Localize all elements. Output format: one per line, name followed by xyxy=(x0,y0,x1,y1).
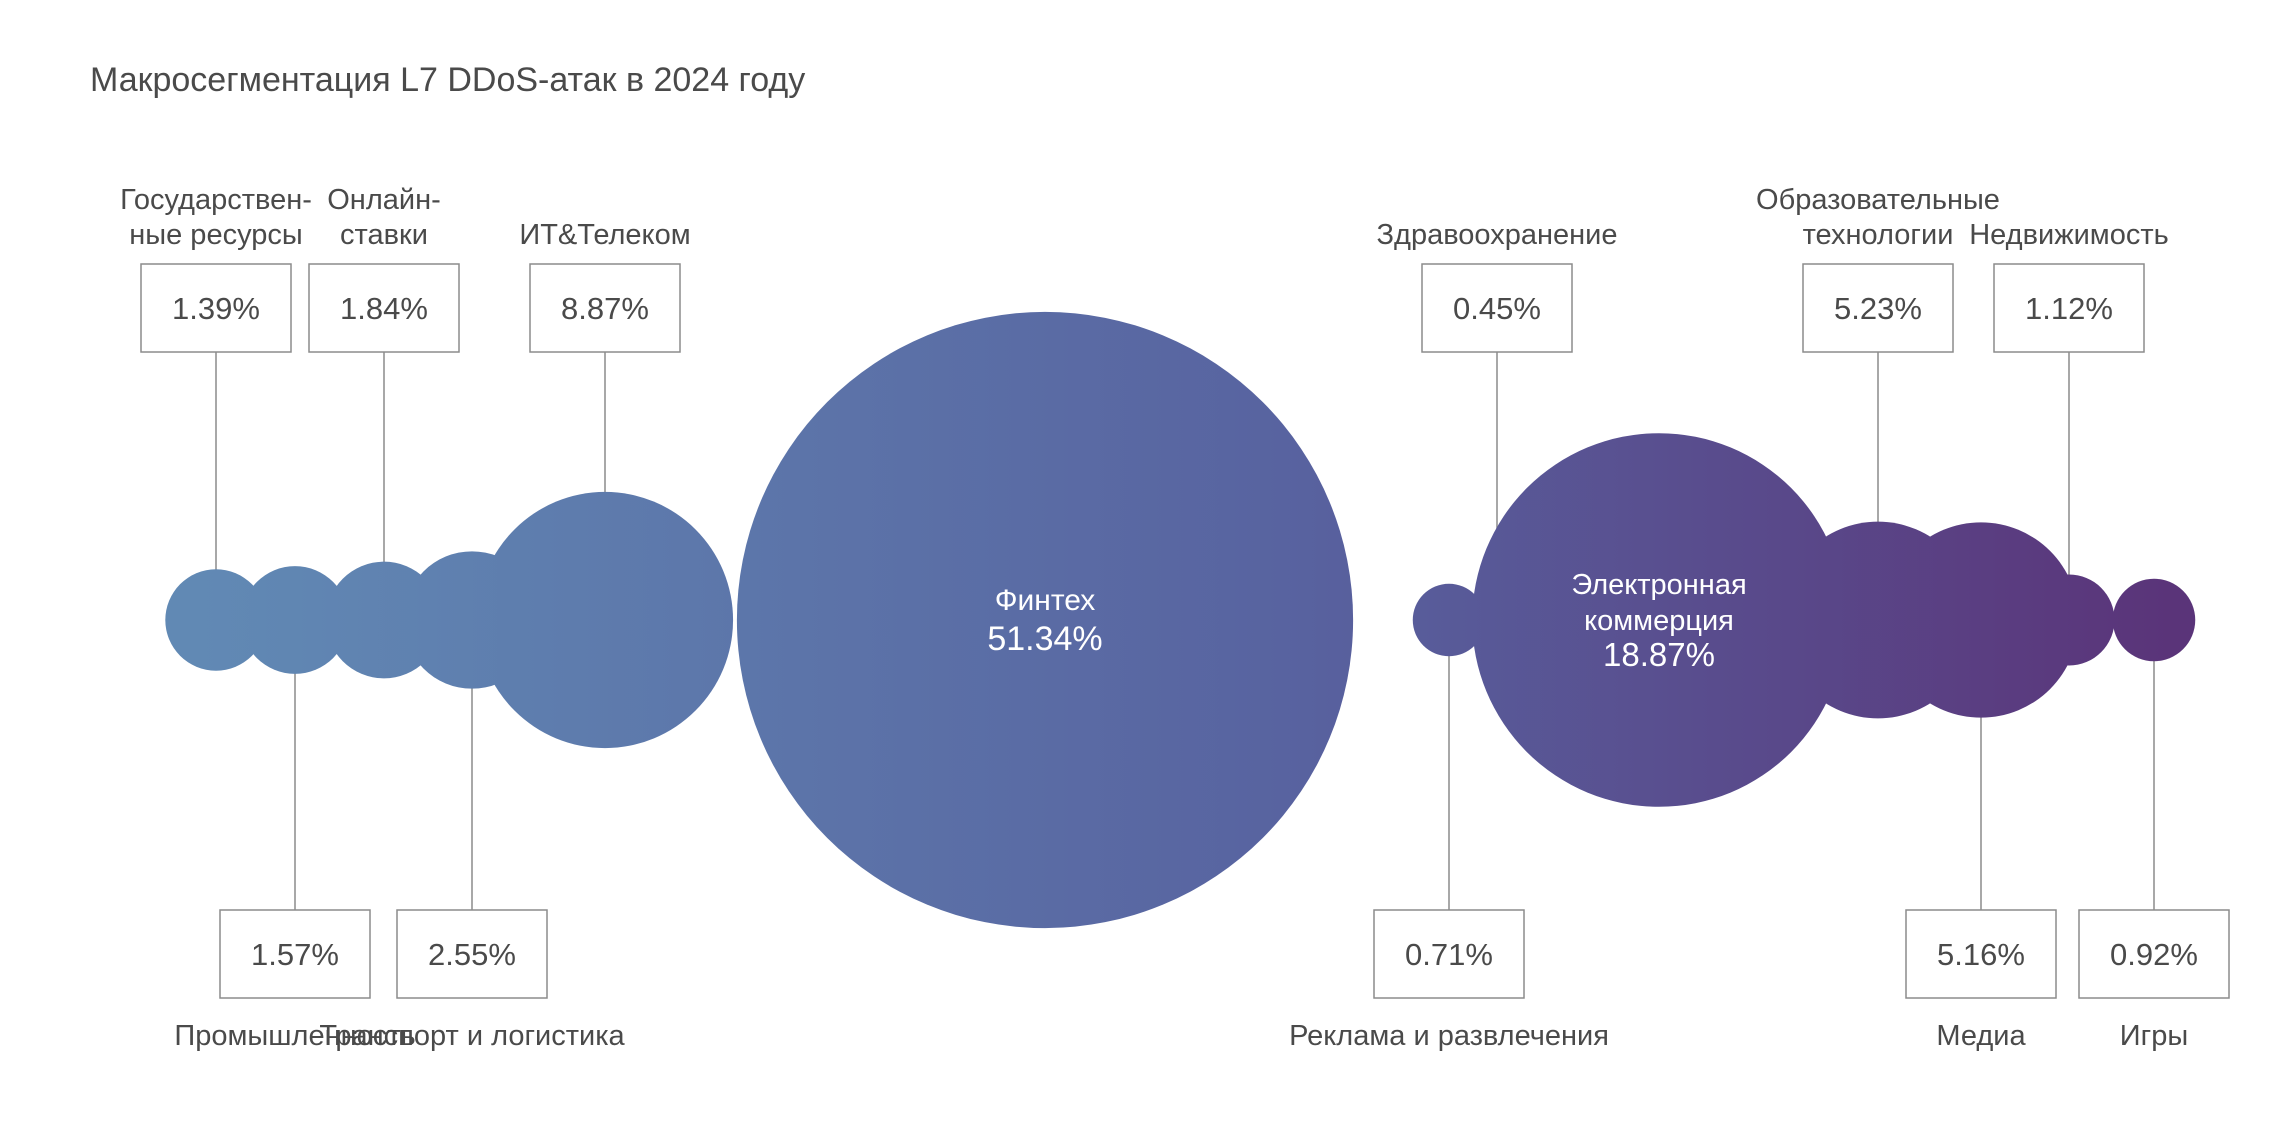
segment-11-bubble xyxy=(1883,522,2079,718)
segment-4-value-label: 2.55% xyxy=(428,937,516,972)
segment-6-value-label: 51.34% xyxy=(987,620,1102,658)
segment-7-category-label: Реклама и развлечения xyxy=(1289,1020,1609,1052)
segment-10-value-label: 5.23% xyxy=(1834,291,1922,326)
segment-11-value-label: 5.16% xyxy=(1937,937,2025,972)
segment-8-value-label: 0.45% xyxy=(1453,291,1541,326)
segment-5-value-box xyxy=(529,263,681,353)
segment-11-value-box xyxy=(1905,909,2057,999)
segment-9-value-label: 18.87% xyxy=(1603,636,1715,673)
segment-3-value-box xyxy=(308,263,460,353)
segment-9-category-label: Электронная xyxy=(1571,569,1746,601)
segment-3-category-label: Онлайн- xyxy=(327,184,441,216)
segment-1-value-box xyxy=(140,263,292,353)
segment-12-value-box xyxy=(1993,263,2145,353)
segment-8-value-box xyxy=(1421,263,1573,353)
segment-1-category-label: ные ресурсы xyxy=(129,219,302,251)
segment-7-value-label: 0.71% xyxy=(1405,937,1493,972)
segment-10-value-box xyxy=(1802,263,1954,353)
segment-2-value-box xyxy=(219,909,371,999)
segment-12-value-label: 1.12% xyxy=(2025,291,2113,326)
segment-3-category-label: ставки xyxy=(340,219,428,251)
segment-1-bubble xyxy=(165,569,267,671)
segment-5-value-label: 8.87% xyxy=(561,291,649,326)
segment-13-value-box xyxy=(2078,909,2230,999)
segment-10-category-label: Образовательные xyxy=(1756,184,2000,216)
segment-13-category-label: Игры xyxy=(2120,1020,2188,1052)
segment-3-value-label: 1.84% xyxy=(340,291,428,326)
segment-10-category-label: технологии xyxy=(1803,219,1954,251)
segment-9-category-label: коммерция xyxy=(1584,605,1734,637)
segment-7-bubble xyxy=(1412,583,1486,657)
segment-4-category-label: Транспорт и логистика xyxy=(319,1020,625,1052)
segment-7-value-box xyxy=(1373,909,1525,999)
segment-1-value-label: 1.39% xyxy=(172,291,260,326)
segment-13-value-label: 0.92% xyxy=(2110,937,2198,972)
segment-2-category-label: Промышленность xyxy=(174,1020,415,1052)
segment-2-bubble xyxy=(241,566,349,674)
segment-1-category-label: Государствен- xyxy=(120,184,312,216)
segment-4-value-box xyxy=(396,909,548,999)
segment-6-bubble xyxy=(736,311,1354,929)
segment-5-category-label: ИТ&Телеком xyxy=(519,219,690,251)
segment-13-bubble xyxy=(2112,578,2196,662)
segment-11-category-label: Медиа xyxy=(1936,1020,2026,1052)
segment-12-category-label: Недвижимость xyxy=(1969,219,2169,251)
segment-8-category-label: Здравоохранение xyxy=(1377,219,1618,251)
chart-title: Макросегментация L7 DDoS-атак в 2024 год… xyxy=(90,61,805,99)
segment-9-bubble xyxy=(1472,433,1846,807)
segment-12-bubble xyxy=(2023,574,2115,666)
segment-5-bubble xyxy=(476,491,734,749)
segment-6-category-label: Финтех xyxy=(995,584,1096,617)
segment-2-value-label: 1.57% xyxy=(251,937,339,972)
